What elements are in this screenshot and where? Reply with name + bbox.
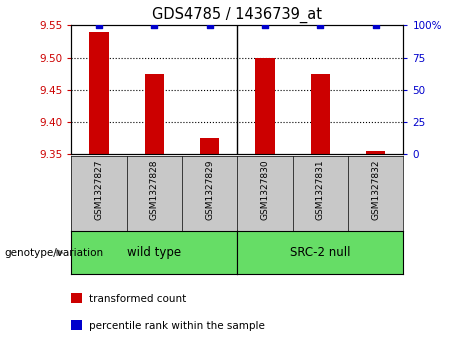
- Text: percentile rank within the sample: percentile rank within the sample: [89, 321, 265, 331]
- Text: GSM1327831: GSM1327831: [316, 160, 325, 220]
- Point: [317, 23, 324, 28]
- Point: [261, 23, 269, 28]
- Title: GDS4785 / 1436739_at: GDS4785 / 1436739_at: [153, 7, 322, 23]
- Text: GSM1327830: GSM1327830: [260, 160, 270, 220]
- Point: [95, 23, 103, 28]
- Text: GSM1327832: GSM1327832: [371, 160, 380, 220]
- Text: wild type: wild type: [127, 246, 182, 259]
- Text: GSM1327828: GSM1327828: [150, 160, 159, 220]
- Bar: [311, 74, 330, 154]
- Point: [206, 23, 213, 28]
- Text: GSM1327827: GSM1327827: [95, 160, 104, 220]
- Text: GSM1327829: GSM1327829: [205, 160, 214, 220]
- Point: [372, 23, 379, 28]
- Text: SRC-2 null: SRC-2 null: [290, 246, 351, 259]
- Bar: [366, 151, 385, 154]
- Text: transformed count: transformed count: [89, 294, 186, 304]
- Bar: [89, 32, 109, 154]
- Text: genotype/variation: genotype/variation: [5, 248, 104, 258]
- Bar: [200, 138, 219, 154]
- Bar: [255, 58, 275, 154]
- Bar: [145, 74, 164, 154]
- Point: [151, 23, 158, 28]
